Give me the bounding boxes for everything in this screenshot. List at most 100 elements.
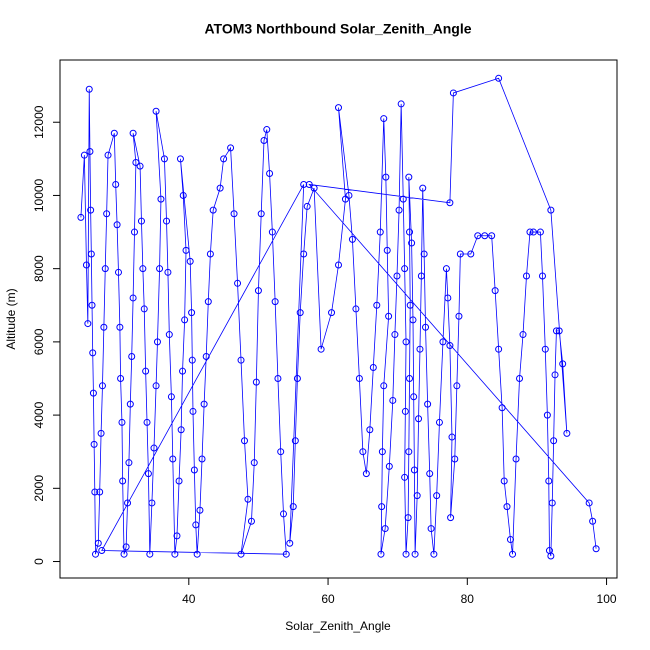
point (148, 499, 156, 507)
point (498, 404, 506, 412)
point (188, 356, 196, 364)
point (84, 320, 92, 328)
y-tick-label: 0 (32, 558, 46, 565)
point (160, 155, 168, 163)
point (404, 514, 412, 522)
point (369, 364, 377, 372)
point (237, 356, 245, 364)
point (234, 279, 242, 287)
point (409, 316, 417, 324)
point (142, 367, 150, 375)
point (179, 191, 187, 199)
point (192, 521, 200, 529)
point (410, 466, 418, 474)
point (539, 272, 547, 280)
point (77, 213, 85, 221)
point (250, 459, 258, 467)
point (389, 396, 397, 404)
point (474, 232, 482, 240)
point (296, 309, 304, 317)
point (140, 305, 148, 313)
point (230, 210, 238, 218)
point (82, 261, 90, 269)
point (89, 389, 97, 397)
point (422, 323, 430, 331)
point (163, 217, 171, 225)
point (87, 250, 95, 258)
point (122, 543, 130, 551)
y-tick-label: 12000 (32, 105, 46, 139)
point (548, 499, 556, 507)
point (209, 206, 217, 214)
x-tick-label: 100 (597, 592, 617, 606)
point (241, 437, 249, 445)
point (383, 246, 391, 254)
point (359, 448, 367, 456)
point (415, 415, 423, 423)
point (373, 301, 381, 309)
point (118, 418, 126, 426)
point (382, 173, 390, 181)
series-line (80, 77, 597, 557)
point (335, 261, 342, 269)
point (592, 545, 600, 553)
point (512, 455, 520, 463)
point (393, 272, 401, 280)
point (522, 272, 530, 280)
point (405, 173, 413, 181)
x-tick-label: 60 (321, 592, 335, 606)
y-tick-label: 6000 (32, 328, 46, 355)
point (495, 345, 503, 353)
point (529, 228, 537, 236)
point (266, 169, 274, 177)
point (430, 550, 438, 558)
point (488, 232, 496, 240)
point (442, 265, 450, 273)
point (152, 107, 160, 115)
point (503, 503, 511, 511)
point (220, 155, 228, 163)
point (110, 129, 118, 137)
point (408, 239, 416, 247)
point (129, 129, 137, 137)
point (435, 418, 443, 426)
point (104, 151, 112, 159)
point (87, 206, 95, 214)
point (426, 470, 434, 478)
point (282, 550, 290, 558)
point (424, 400, 432, 408)
point (97, 429, 105, 437)
point (116, 323, 124, 331)
point (419, 184, 427, 192)
point (286, 539, 294, 547)
point (139, 265, 147, 273)
point (103, 210, 111, 218)
x-tick-label: 80 (461, 592, 475, 606)
point (449, 89, 457, 97)
point (164, 268, 172, 276)
point (179, 367, 187, 375)
point (130, 228, 138, 236)
point (293, 374, 301, 382)
point (128, 353, 136, 361)
point (257, 210, 265, 218)
point (100, 323, 108, 331)
y-axis-label: Altitude (m) (4, 288, 18, 349)
point (401, 265, 409, 273)
point (124, 499, 132, 507)
point (279, 510, 287, 518)
point (92, 550, 100, 558)
point (317, 345, 325, 353)
point (416, 345, 424, 353)
point (200, 400, 208, 408)
point (348, 235, 356, 243)
x-axis-label: Solar_Zenith_Angle (285, 619, 391, 633)
point (216, 184, 224, 192)
point (94, 539, 102, 547)
point (420, 250, 428, 258)
point (547, 206, 555, 214)
point (193, 550, 201, 558)
point (453, 382, 461, 390)
point (244, 495, 252, 503)
